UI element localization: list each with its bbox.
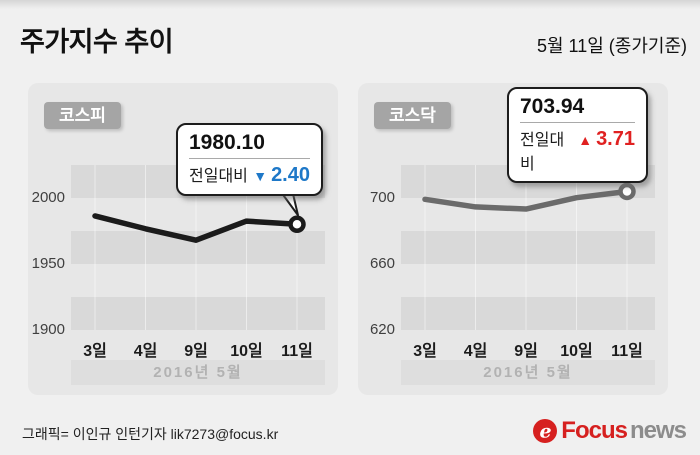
svg-text:e: e [540,421,552,443]
kospi-change-label: 전일대비 [189,168,248,185]
kosdaq-change-label: 전일대비 [520,132,565,173]
kosdaq-value-callout: 703.94 전일대비 ▲ 3.71 [507,87,648,183]
down-triangle-icon: ▼ [253,168,268,184]
x-axis-tick-label: 10일 [230,343,263,360]
page-title: 주가지수 추이 [20,27,174,57]
kosdaq-index-chip: 코스닥 [374,102,451,129]
focusnews-logo: e Focus news [532,417,687,445]
kosdaq-plot-area [401,165,655,330]
x-axis-tick-label: 3일 [83,343,107,360]
y-axis-tick-label: 2000 [31,189,65,206]
logo-text-news: news [629,417,687,444]
graphic-credit: 그래픽= 이인규 인턴기자 lik7273@focus.kr [22,426,279,442]
kospi-change-value: 2.40 [271,164,310,186]
kospi-x-axis-month-band: 2016년 5월 [71,360,325,385]
kosdaq-change-value: 3.71 [596,128,635,150]
x-axis-tick-label: 11일 [281,343,313,360]
kosdaq-x-axis-month-band: 2016년 5월 [401,360,655,385]
x-axis-tick-label: 11일 [611,343,643,360]
x-axis-tick-label: 3일 [413,343,437,360]
x-axis-tick-label: 9일 [184,343,208,360]
kosdaq-close-value: 703.94 [520,95,585,118]
kospi-close-value: 1980.10 [189,131,265,154]
x-axis-tick-label: 4일 [133,343,158,360]
up-triangle-icon: ▲ [578,132,593,148]
x-axis-tick-label: 9일 [514,343,538,360]
logo-text-focus: Focus [561,417,628,444]
y-axis-tick-label: 660 [369,255,395,272]
kospi-index-chip: 코스피 [44,102,121,129]
y-axis-tick-label: 620 [369,321,395,338]
y-axis-tick-label: 1950 [31,255,65,272]
kospi-chart-panel: 2016년 5월 코스피 1980.10 전일대비 ▼ 2.40 1900 195… [28,83,338,395]
focus-swirl-icon: e [533,419,558,443]
y-axis-tick-label: 1900 [31,321,65,338]
kospi-value-callout: 1980.10 전일대비 ▼ 2.40 [176,123,323,196]
x-axis-tick-label: 10일 [560,343,593,360]
y-axis-tick-label: 700 [369,189,395,206]
callout-divider [189,158,310,159]
x-axis-tick-label: 4일 [463,343,488,360]
callout-divider [520,122,635,123]
kosdaq-chart-panel: 2016년 5월 코스닥 703.94 전일대비 ▲ 3.71 620 660 70… [358,83,668,395]
date-note: 5월 11일 (종가기준) [536,36,687,56]
